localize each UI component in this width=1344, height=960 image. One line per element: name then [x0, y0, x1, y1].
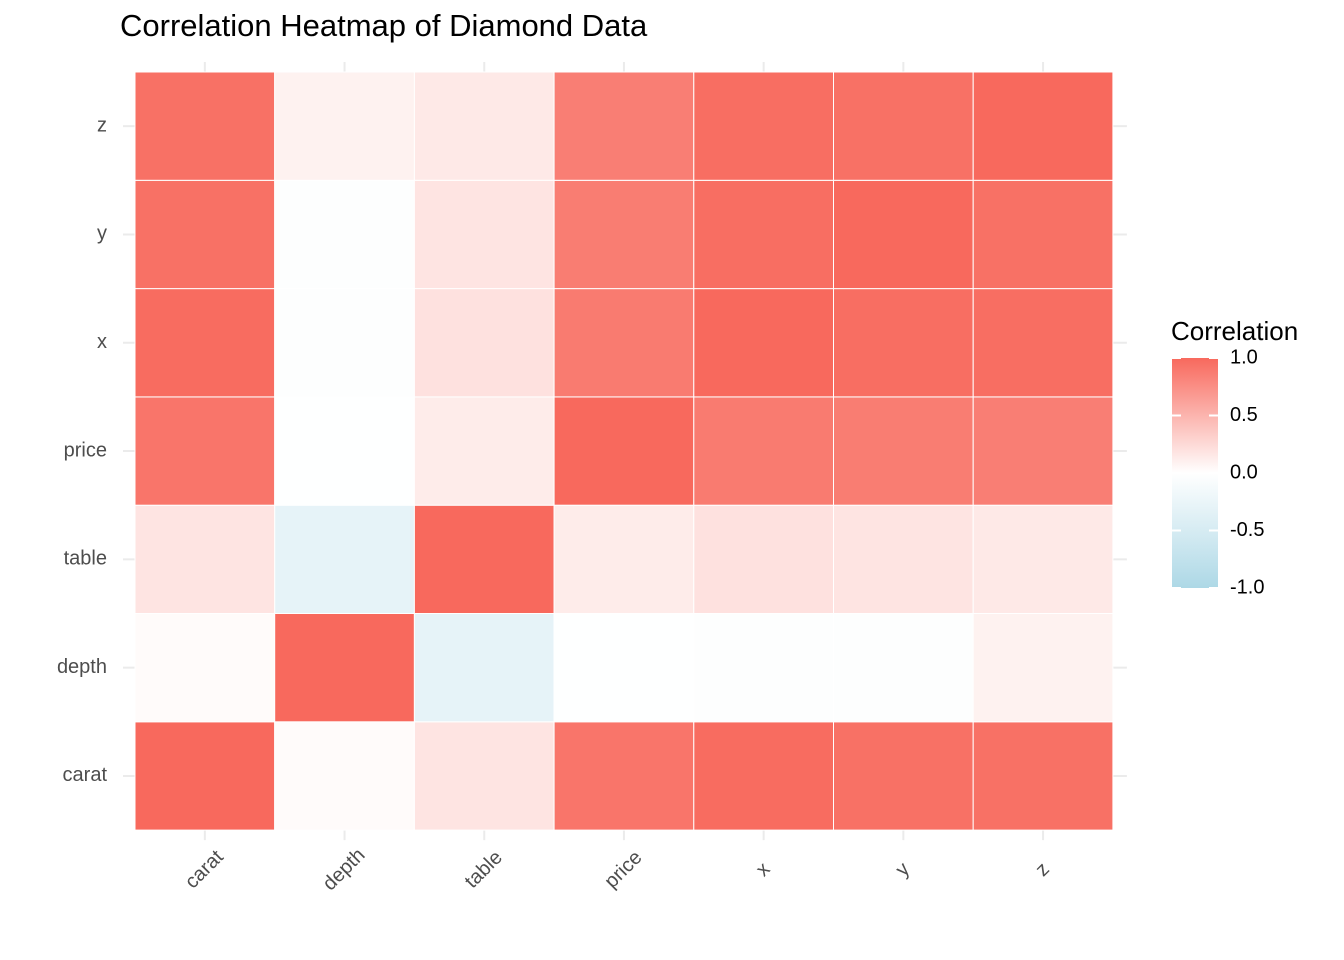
heatmap-cell-depth-z [972, 613, 1114, 723]
heatmap-cell-x-y [833, 288, 974, 398]
x-tick-label-carat: carat [181, 846, 228, 893]
y-tick-label-x: x [97, 331, 107, 353]
heatmap-cell-carat-z [972, 721, 1114, 831]
heatmap-cell-table-table [413, 504, 555, 615]
heatmap-cells [134, 71, 1114, 831]
legend-break-label: -1.0 [1230, 576, 1264, 598]
heatmap-cell-z-x [693, 71, 834, 181]
heatmap-cell-y-price [553, 179, 695, 290]
heatmap-cell-x-table [413, 288, 555, 398]
y-tick-label-price: price [64, 439, 107, 461]
y-tick-label-depth: depth [57, 656, 107, 678]
heatmap-cell-y-depth [274, 179, 415, 290]
y-tick-label-carat: carat [63, 764, 108, 786]
x-tick-label-x: x [752, 858, 775, 881]
y-tick-label-table: table [64, 548, 107, 570]
heatmap-cell-table-price [553, 504, 695, 615]
heatmap-cell-y-carat [134, 179, 276, 290]
heatmap-cell-price-depth [274, 396, 415, 506]
heatmap-cell-carat-carat [134, 721, 276, 831]
legend-title: Correlation [1171, 316, 1298, 346]
heatmap-cell-y-table [413, 179, 555, 290]
heatmap-cell-carat-price [553, 721, 695, 831]
chart-title: Correlation Heatmap of Diamond Data [120, 8, 648, 43]
heatmap-cell-table-depth [274, 504, 415, 615]
heatmap-cell-price-y [833, 396, 974, 506]
heatmap-cell-z-price [553, 71, 695, 181]
heatmap-cell-y-z [972, 179, 1114, 290]
heatmap-cell-carat-y [833, 721, 974, 831]
x-axis-ticks: carat depth table price x y z [181, 844, 1054, 895]
heatmap-cell-z-z [972, 71, 1114, 181]
legend-break-label: 0.0 [1230, 461, 1258, 483]
heatmap-cell-table-z [972, 504, 1114, 615]
heatmap-cell-z-table [413, 71, 555, 181]
legend-break-label: 1.0 [1230, 346, 1258, 368]
heatmap-cell-table-x [693, 504, 834, 615]
heatmap-cell-depth-depth [274, 613, 415, 723]
heatmap-cell-price-x [693, 396, 834, 506]
legend-break-label: 0.5 [1230, 404, 1258, 426]
x-tick-label-depth: depth [319, 844, 370, 895]
legend: Correlation 1.0 0.5 0.0 -0.5 -1.0 [1171, 316, 1298, 598]
heatmap-cell-carat-table [413, 721, 555, 831]
heatmap-cell-carat-depth [274, 721, 415, 831]
heatmap-cell-x-z [972, 288, 1114, 398]
y-axis-ticks: carat depth table price x y z [57, 114, 108, 786]
heatmap-cell-x-carat [134, 288, 276, 398]
heatmap-cell-x-x [693, 288, 834, 398]
legend-break-label: -0.5 [1230, 519, 1264, 541]
heatmap-cell-price-price [553, 396, 695, 506]
y-tick-label-y: y [97, 223, 107, 245]
heatmap-cell-x-depth [274, 288, 415, 398]
y-tick-label-z: z [97, 114, 107, 136]
x-tick-label-table: table [461, 846, 507, 892]
heatmap-cell-price-z [972, 396, 1114, 506]
heatmap-cell-price-table [413, 396, 555, 506]
heatmap-cell-z-y [833, 71, 974, 181]
heatmap-cell-depth-x [693, 613, 834, 723]
heatmap-cell-table-y [833, 504, 974, 615]
heatmap-cell-y-y [833, 179, 974, 290]
heatmap-cell-depth-table [413, 613, 555, 723]
x-tick-label-z: z [1031, 858, 1054, 881]
heatmap-cell-z-depth [274, 71, 415, 181]
heatmap-cell-x-price [553, 288, 695, 398]
heatmap-cell-depth-carat [134, 613, 276, 723]
heatmap-cell-table-carat [134, 504, 276, 615]
x-tick-label-price: price [600, 846, 646, 892]
heatmap-cell-z-carat [134, 71, 276, 181]
x-tick-label-y: y [892, 858, 915, 881]
heatmap-cell-carat-x [693, 721, 834, 831]
heatmap-cell-depth-y [833, 613, 974, 723]
heatmap-cell-price-carat [134, 396, 276, 506]
heatmap-cell-y-x [693, 179, 834, 290]
heatmap-cell-depth-price [553, 613, 695, 723]
